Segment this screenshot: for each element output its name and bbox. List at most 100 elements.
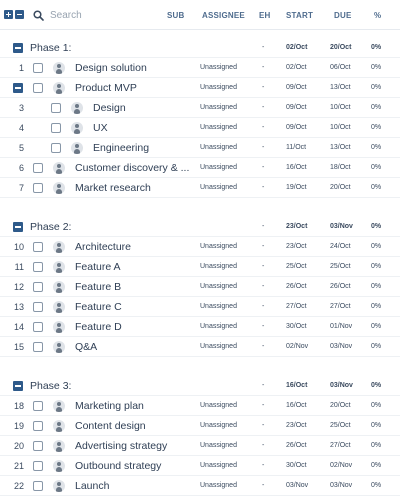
due-date[interactable]: 10/Oct [330,124,351,131]
phase-row[interactable]: Phase 3: - 16/Oct 03/Nov 0% [0,376,400,396]
table-row[interactable]: 7 Market research Unassigned - 19/Oct 20… [0,178,400,198]
collapse-all-icon[interactable] [15,10,24,19]
collapse-icon[interactable] [13,222,23,232]
due-date[interactable]: 27/Oct [330,442,351,449]
table-row[interactable]: 10 Architecture Unassigned - 23/Oct 24/O… [0,237,400,257]
phase-name[interactable]: Phase 3: [30,380,72,392]
assignee[interactable]: Unassigned [200,303,237,310]
task-name[interactable]: Feature C [75,301,122,313]
table-row[interactable]: 11 Feature A Unassigned - 25/Oct 25/Oct … [0,257,400,277]
task-checkbox[interactable] [33,183,43,193]
task-name[interactable]: Design [93,102,126,114]
due-date[interactable]: 18/Oct [330,164,351,171]
column-header-eh[interactable]: EH [259,11,271,20]
table-row[interactable]: 14 Feature D Unassigned - 30/Oct 01/Nov … [0,317,400,337]
avatar-icon[interactable] [53,460,65,472]
task-checkbox[interactable] [33,262,43,272]
start-date[interactable]: 25/Oct [286,263,307,270]
table-row[interactable]: 20 Advertising strategy Unassigned - 26/… [0,436,400,456]
assignee[interactable]: Unassigned [200,482,237,489]
phase-name[interactable]: Phase 1: [30,42,72,54]
task-checkbox[interactable] [51,103,61,113]
avatar-icon[interactable] [53,281,65,293]
table-row[interactable]: 3 Design Unassigned - 09/Oct 10/Oct 0% [0,98,400,118]
start-date[interactable]: 26/Oct [286,283,307,290]
table-row[interactable]: 21 Outbound strategy Unassigned - 30/Oct… [0,456,400,476]
task-name[interactable]: Q&A [75,341,98,353]
task-checkbox[interactable] [51,143,61,153]
start-date[interactable]: 02/Oct [286,44,308,51]
assignee[interactable]: Unassigned [200,164,237,171]
start-date[interactable]: 23/Oct [286,243,307,250]
due-date[interactable]: 27/Oct [330,303,351,310]
avatar-icon[interactable] [71,142,83,154]
table-row[interactable]: 5 Engineering Unassigned - 11/Oct 13/Oct… [0,138,400,158]
avatar-icon[interactable] [71,122,83,134]
avatar-icon[interactable] [53,480,65,492]
due-date[interactable]: 03/Nov [330,382,353,389]
assignee[interactable]: Unassigned [200,343,237,350]
due-date[interactable]: 20/Oct [330,184,351,191]
task-name[interactable]: Launch [75,480,110,492]
task-name[interactable]: UX [93,122,108,134]
avatar-icon[interactable] [53,261,65,273]
search-icon[interactable] [33,10,44,21]
assignee[interactable]: Unassigned [200,184,237,191]
table-row[interactable]: Product MVP Unassigned - 09/Oct 13/Oct 0… [0,78,400,98]
expand-all-icon[interactable] [4,10,13,19]
due-date[interactable]: 01/Nov [330,323,353,330]
assignee[interactable]: Unassigned [200,283,237,290]
due-date[interactable]: 06/Oct [330,64,351,71]
due-date[interactable]: 03/Nov [330,343,353,350]
start-date[interactable]: 16/Oct [286,164,307,171]
due-date[interactable]: 26/Oct [330,283,351,290]
due-date[interactable]: 25/Oct [330,263,351,270]
avatar-icon[interactable] [53,241,65,253]
start-date[interactable]: 23/Oct [286,223,308,230]
collapse-icon[interactable] [13,381,23,391]
due-date[interactable]: 20/Oct [330,44,352,51]
task-checkbox[interactable] [51,123,61,133]
task-name[interactable]: Outbound strategy [75,460,162,472]
phase-name[interactable]: Phase 2: [30,221,72,233]
avatar-icon[interactable] [53,341,65,353]
start-date[interactable]: 02/Nov [286,343,309,350]
column-header-percent[interactable]: % [374,11,382,20]
task-checkbox[interactable] [33,401,43,411]
assignee[interactable]: Unassigned [200,144,237,151]
task-checkbox[interactable] [33,83,43,93]
collapse-icon[interactable] [13,83,23,93]
assignee[interactable]: Unassigned [200,323,237,330]
task-checkbox[interactable] [33,461,43,471]
avatar-icon[interactable] [53,301,65,313]
task-checkbox[interactable] [33,481,43,491]
task-name[interactable]: Architecture [75,241,132,253]
task-name[interactable]: Feature A [75,261,121,273]
avatar-icon[interactable] [53,321,65,333]
due-date[interactable]: 03/Nov [330,223,353,230]
table-row[interactable]: 12 Feature B Unassigned - 26/Oct 26/Oct … [0,277,400,297]
task-checkbox[interactable] [33,322,43,332]
avatar-icon[interactable] [53,162,65,174]
avatar-icon[interactable] [53,182,65,194]
phase-row[interactable]: Phase 1: - 02/Oct 20/Oct 0% [0,38,400,58]
table-row[interactable]: 18 Marketing plan Unassigned - 16/Oct 20… [0,396,400,416]
assignee[interactable]: Unassigned [200,462,237,469]
task-name[interactable]: Design solution [75,62,147,74]
due-date[interactable]: 13/Oct [330,144,351,151]
table-row[interactable]: 6 Customer discovery & ... Unassigned - … [0,158,400,178]
start-date[interactable]: 03/Nov [286,482,309,489]
due-date[interactable]: 13/Oct [330,84,351,91]
assignee[interactable]: Unassigned [200,442,237,449]
start-date[interactable]: 09/Oct [286,104,307,111]
start-date[interactable]: 26/Oct [286,442,307,449]
start-date[interactable]: 30/Oct [286,323,307,330]
search-input[interactable] [50,7,150,23]
start-date[interactable]: 23/Oct [286,422,307,429]
due-date[interactable]: 24/Oct [330,243,351,250]
start-date[interactable]: 30/Oct [286,462,307,469]
task-name[interactable]: Engineering [93,142,150,154]
table-row[interactable]: 13 Feature C Unassigned - 27/Oct 27/Oct … [0,297,400,317]
start-date[interactable]: 02/Oct [286,64,307,71]
start-date[interactable]: 11/Oct [286,144,307,151]
